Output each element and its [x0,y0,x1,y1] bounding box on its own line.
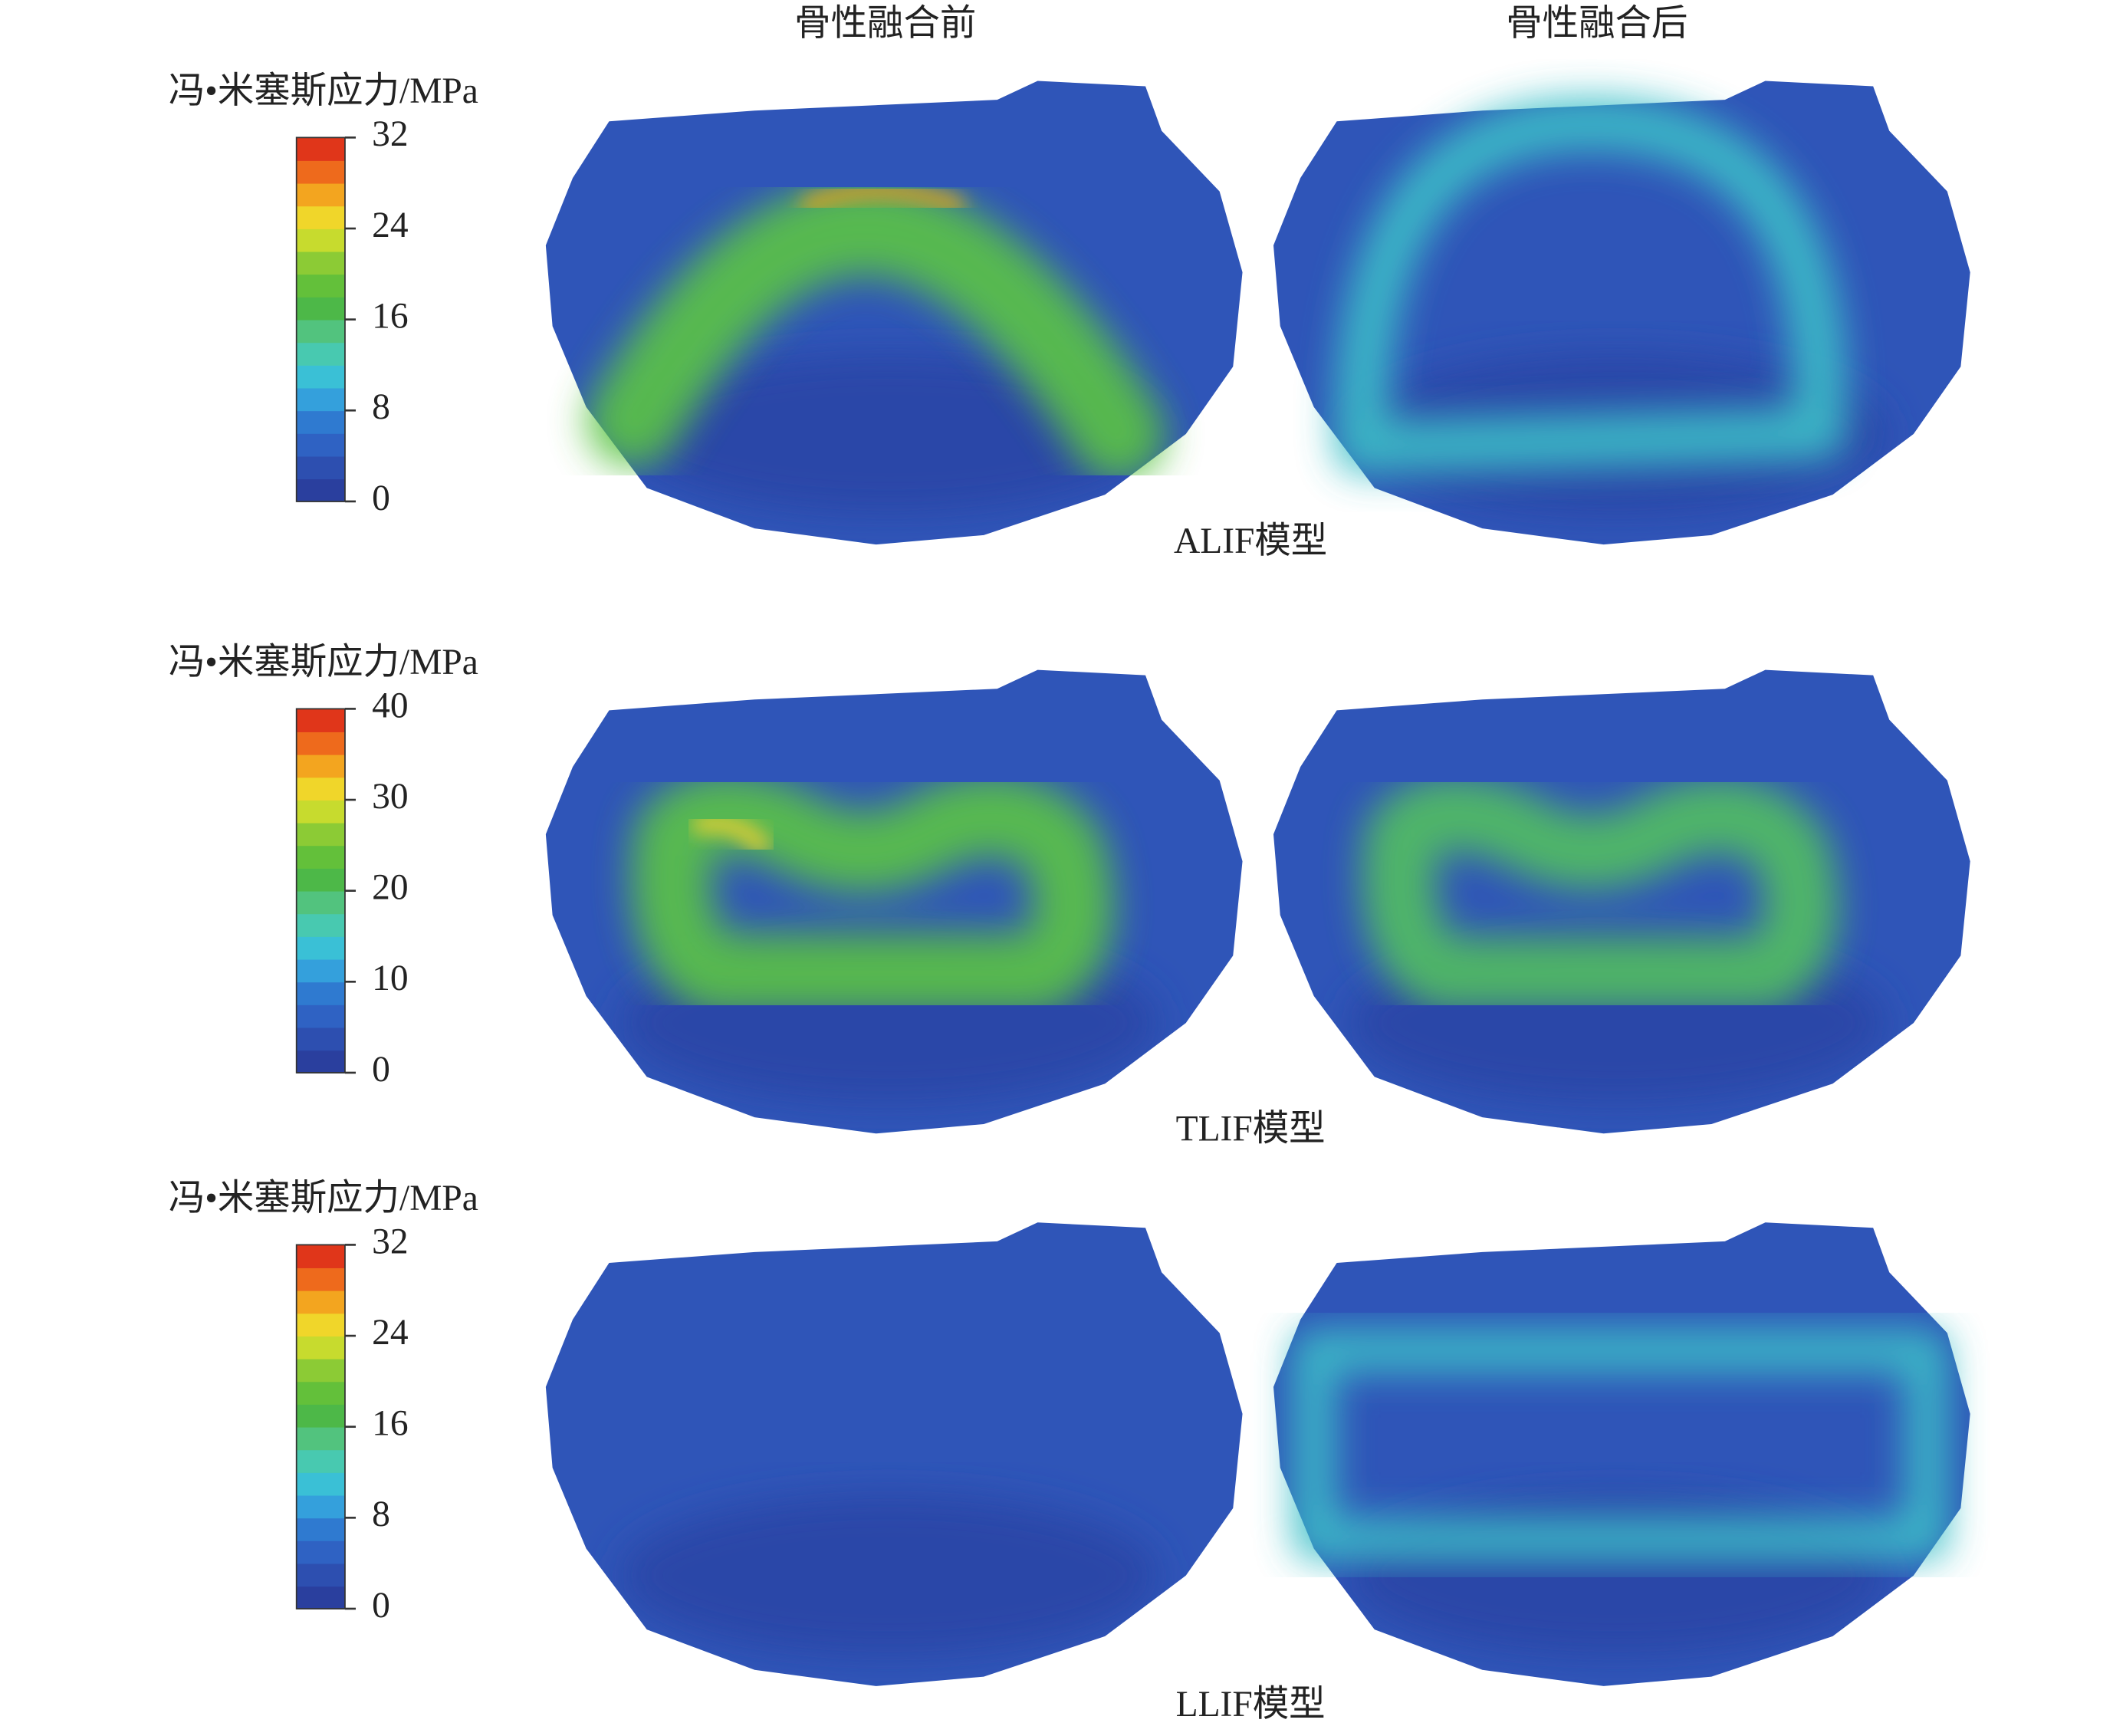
colorbar-band [296,137,345,161]
stress-panel [545,1222,1243,1686]
colorbar-band [296,845,345,869]
column-header: 骨性融合前 [794,4,976,44]
colorbar-tick-label: 32 [372,1221,408,1261]
colorbar-band [296,1381,345,1405]
colorbar-tick-label: 0 [372,1586,390,1626]
colorbar-band [296,432,345,457]
colorbar-band [296,754,345,778]
colorbar-tick-label: 16 [372,297,408,337]
colorbar-tick-label: 32 [372,114,408,154]
colorbar-tick-label: 24 [372,1313,408,1353]
colorbar-band [296,182,345,207]
colorbar-band [296,319,345,344]
stress-panel [1273,1222,1970,1686]
colorbar-band [296,274,345,298]
colorbar-band [296,1586,345,1609]
colorbar-band [296,1449,345,1473]
colorbar-band [296,1472,345,1496]
colorbar-band [296,1027,345,1051]
colorbar-band [296,1517,345,1541]
stress-band [1362,777,1839,1011]
colorbar-tick-label: 30 [372,777,408,817]
colorbar-tick-label: 16 [372,1404,408,1444]
column-header: 骨性融合后 [1506,4,1687,44]
colorbar-band [296,1313,345,1337]
stress-pattern [630,774,1839,1014]
colorbar-band [296,868,345,892]
colorbar-band [296,936,345,960]
colorbar-band [296,387,345,412]
row-label: LLIF模型 [1176,1685,1326,1724]
stress-band [691,814,771,855]
colorbar-band [296,732,345,755]
colorbar-band [296,1244,345,1268]
colorbar-tick-label: 0 [372,478,390,518]
colorbar-band [296,1336,345,1360]
colorbar-title: 冯•米塞斯应力/MPa [169,71,478,111]
stress-pattern [586,97,1847,482]
colorbar-tick-label: 24 [372,205,408,245]
colorbar-tick-label: 20 [372,868,408,908]
stress-band [1334,97,1847,475]
colorbar-band [296,160,345,184]
stress-panel [545,81,1243,545]
stress-band [1292,1329,1949,1561]
colorbar-band [296,800,345,824]
colorbar-band [296,478,345,502]
colorbar-band [296,342,345,366]
stress-band [800,183,965,213]
stress-band [586,181,1166,482]
colorbar-band [296,1358,345,1383]
panels: 冯•米塞斯应力/MPa32241680ALIF模型冯•米塞斯应力/MPa4030… [169,71,1970,1724]
stress-band [630,774,1114,1014]
colorbar-band [296,296,345,321]
row-label: TLIF模型 [1176,1109,1326,1149]
row-label: ALIF模型 [1174,521,1327,561]
low-zone [619,1494,1159,1657]
colorbar-band [296,1426,345,1451]
colorbar-band [296,981,345,1005]
colorbar-tick-label: 10 [372,958,408,998]
colorbar-band [296,1540,345,1564]
colorbar-band [296,205,345,229]
colorbar-band [296,1290,345,1314]
colorbar-band [296,1004,345,1028]
colorbar-band [296,958,345,983]
colorbar-tick-label: 8 [372,387,390,427]
colorbar-band [296,455,345,480]
colorbar-tick-label: 8 [372,1494,390,1534]
colorbar-band [296,822,345,847]
low-zone [619,353,1159,515]
colorbar-band [296,228,345,252]
colorbar-tick-label: 40 [372,686,408,725]
colorbar-band [296,1494,345,1519]
colorbar-band [296,1404,345,1428]
colorbar-band [296,1267,345,1291]
colorbar-band [296,251,345,275]
colorbar-title: 冯•米塞斯应力/MPa [169,643,478,682]
colorbar-band [296,1563,345,1587]
colorbar-band [296,1050,345,1073]
stress-pattern [518,1317,1949,1561]
colorbar-band [296,913,345,937]
colorbar-band [296,410,345,434]
colorbar-band [296,709,345,732]
colorbar-band [296,777,345,801]
colorbar-title: 冯•米塞斯应力/MPa [169,1179,478,1218]
colorbar-band [296,890,345,915]
colorbar-tick-label: 0 [372,1050,390,1090]
colorbar-band [296,364,345,389]
